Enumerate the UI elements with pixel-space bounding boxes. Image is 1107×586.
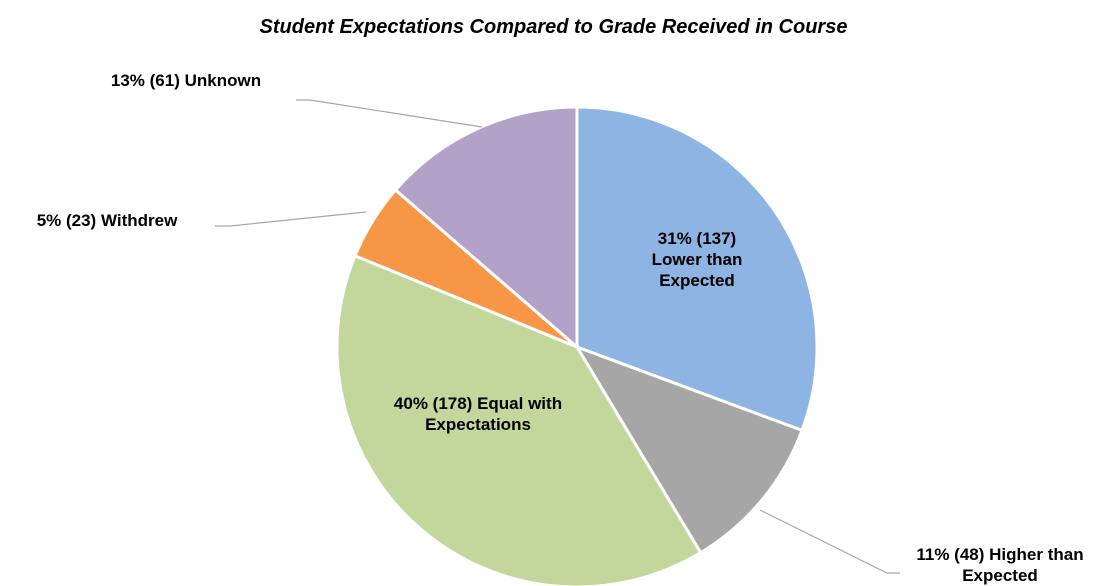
value-label: 5% (23) — [36, 211, 97, 230]
value-label: 13% (61) — [110, 71, 180, 90]
data-label: 13% (61) Unknown — [71, 70, 301, 91]
category-label: Withdrew — [100, 211, 178, 230]
pie-slice — [575, 105, 819, 433]
pie-slice — [573, 344, 804, 555]
data-label: 31% (137) Lower than Expected — [632, 228, 762, 291]
data-label: 5% (23) Withdrew — [0, 210, 217, 231]
leader-line — [215, 211, 367, 227]
pie-slice — [393, 105, 579, 351]
data-label: 11% (48) Higher than Expected — [915, 544, 1085, 586]
category-label: Lower than Expected — [651, 250, 743, 290]
pie-slice — [335, 253, 703, 586]
category-label: Equal with Expectations — [425, 394, 563, 434]
value-label: 31% (137) — [657, 229, 737, 248]
data-label: 40% (178) Equal with Expectations — [393, 393, 563, 435]
leader-line — [759, 509, 900, 574]
value-label: 11% (48) — [916, 545, 985, 564]
category-label: Unknown — [184, 71, 262, 90]
chart-title: Student Expectations Compared to Grade R… — [259, 16, 848, 38]
category-label: Higher than Expected — [962, 545, 1084, 585]
value-label: 40% (178) — [393, 394, 473, 413]
slices — [335, 105, 819, 586]
leader-line — [296, 99, 483, 128]
